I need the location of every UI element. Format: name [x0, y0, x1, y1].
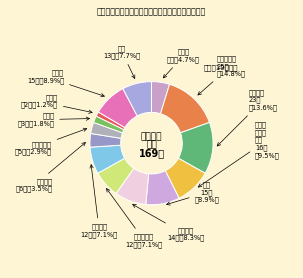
- Wedge shape: [116, 168, 149, 204]
- Text: 衝撃火花
12件（7.1%）: 衝撃火花 12件（7.1%）: [81, 165, 118, 238]
- Text: 自然発熱
）6件（3.5%）: 自然発熱 ）6件（3.5%）: [16, 143, 85, 192]
- Wedge shape: [152, 82, 170, 114]
- Wedge shape: [91, 122, 122, 138]
- Text: 高温表面熱
12件（7.1%）: 高温表面熱 12件（7.1%）: [107, 188, 163, 247]
- Text: 摩擦熱
）2件（1.2%）: 摩擦熱 ）2件（1.2%）: [21, 94, 92, 113]
- Text: 裸火
15件
（8.9%）: 裸火 15件 （8.9%）: [167, 182, 219, 205]
- Text: 169件: 169件: [138, 148, 165, 158]
- Wedge shape: [90, 145, 125, 173]
- Text: 不明
13件（7.7%）: 不明 13件（7.7%）: [103, 45, 141, 78]
- Wedge shape: [146, 171, 179, 205]
- Wedge shape: [98, 89, 137, 128]
- Text: 過熱着火
23件
（13.6%）: 過熱着火 23件 （13.6%）: [217, 89, 278, 146]
- Wedge shape: [96, 112, 125, 130]
- Wedge shape: [90, 133, 121, 147]
- Text: 化学反応熱
）5件（2.9%）: 化学反応熱 ）5件（2.9%）: [15, 128, 87, 155]
- Wedge shape: [161, 84, 209, 133]
- Text: 調査中
８件（4.7%）: 調査中 ８件（4.7%）: [163, 49, 200, 78]
- Text: 火災発生: 火災発生: [141, 133, 162, 142]
- Wedge shape: [98, 158, 134, 193]
- Text: 総数: 総数: [146, 140, 157, 149]
- Text: 第１－２－６図　危険物施設における火災着火原因: 第１－２－６図 危険物施設における火災着火原因: [97, 7, 206, 16]
- Text: 静電気火花
25件
（14.8%）: 静電気火花 25件 （14.8%）: [198, 55, 245, 95]
- Text: 準接・
準断等
火花
16件
（9.5%）: 準接・ 準断等 火花 16件 （9.5%）: [198, 121, 280, 187]
- Wedge shape: [165, 158, 205, 198]
- Text: その他
15件（8.9%）: その他 15件（8.9%）: [27, 70, 104, 97]
- Wedge shape: [178, 122, 213, 173]
- Text: 放射熱
）3件（1.8%）: 放射熱 ）3件（1.8%）: [17, 113, 90, 127]
- Text: （平成19年中）: （平成19年中）: [203, 65, 238, 71]
- Text: 電気火花
14件（8.3%）: 電気火花 14件（8.3%）: [133, 204, 204, 241]
- Wedge shape: [94, 116, 124, 133]
- Wedge shape: [123, 82, 152, 116]
